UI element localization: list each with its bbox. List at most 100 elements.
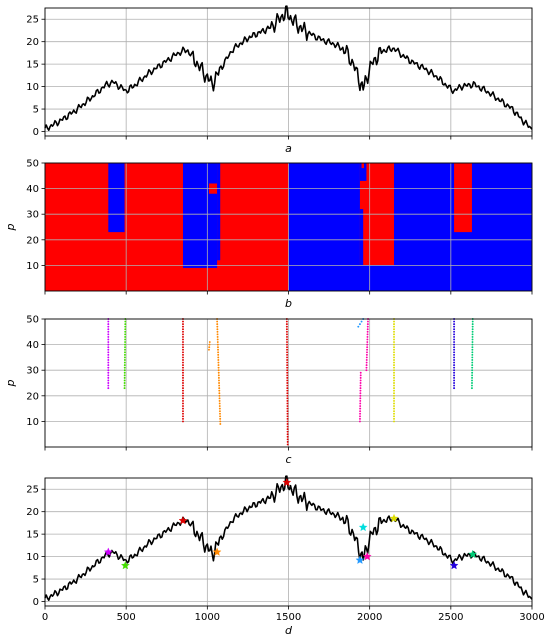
scatter-point bbox=[453, 387, 456, 390]
scatter-point bbox=[218, 402, 221, 405]
scatter-point bbox=[286, 366, 289, 369]
scatter-point bbox=[393, 356, 395, 359]
y-tick-label: 25 bbox=[26, 15, 39, 26]
scatter-point bbox=[286, 382, 289, 384]
scatter-point bbox=[453, 366, 456, 369]
scatter-point bbox=[286, 407, 289, 410]
scatter-point bbox=[124, 348, 126, 351]
scatter-point bbox=[471, 374, 474, 377]
scatter-point bbox=[359, 382, 362, 384]
scatter-point bbox=[219, 423, 222, 425]
scatter-point bbox=[182, 382, 184, 384]
heatmap-region bbox=[220, 163, 289, 291]
scatter-point bbox=[182, 330, 184, 333]
scatter-point bbox=[366, 330, 369, 333]
scatter-point bbox=[286, 371, 289, 374]
scatter-point bbox=[218, 394, 221, 397]
y-tick-label: 10 bbox=[26, 82, 39, 93]
scatter-point bbox=[107, 361, 110, 364]
scatter-point bbox=[285, 323, 288, 326]
scatter-point bbox=[216, 341, 219, 343]
y-tick-label: 20 bbox=[26, 37, 39, 48]
y-tick-label: 10 bbox=[26, 552, 39, 563]
scatter-point bbox=[216, 325, 219, 328]
panel-a: 0 5 10 15 20 25 a bbox=[26, 5, 533, 155]
scatter-point bbox=[393, 405, 395, 407]
scatter-point bbox=[393, 346, 395, 349]
scatter-series bbox=[453, 318, 456, 390]
star-marker bbox=[120, 560, 130, 570]
y-tick-label: 10 bbox=[26, 417, 39, 428]
scatter-point bbox=[393, 366, 395, 369]
scatter-point bbox=[217, 371, 220, 374]
scatter-point bbox=[359, 417, 361, 420]
scatter-point bbox=[365, 366, 368, 369]
heatmap-region bbox=[359, 163, 367, 181]
scatter-point bbox=[216, 346, 219, 349]
scatter-point bbox=[453, 369, 456, 372]
y-tick-label: 10 bbox=[26, 261, 39, 272]
scatter-point bbox=[286, 351, 289, 354]
x-axis-label: d bbox=[285, 624, 293, 637]
scatter-series bbox=[107, 318, 110, 390]
scatter-point bbox=[359, 389, 362, 392]
y-axis-label: p bbox=[4, 379, 17, 387]
scatter-point bbox=[286, 356, 289, 359]
scatter-point bbox=[123, 366, 126, 369]
heatmap-region bbox=[108, 163, 125, 233]
scatter-point bbox=[182, 407, 184, 410]
heatmap-layer bbox=[45, 163, 532, 291]
scatter-point bbox=[286, 376, 289, 379]
star-marker bbox=[362, 552, 372, 561]
scatter-point bbox=[107, 376, 110, 379]
scatter-point bbox=[393, 402, 395, 405]
scatter-point bbox=[359, 410, 362, 413]
scatter-point bbox=[182, 410, 184, 413]
panel-b: 10 20 30 40 50 b p bbox=[4, 159, 533, 310]
scatter-point bbox=[366, 335, 369, 338]
scatter-series bbox=[182, 318, 184, 423]
scatter-point bbox=[182, 325, 184, 328]
scatter-point bbox=[123, 384, 126, 387]
scatter-series bbox=[285, 318, 289, 446]
scatter-point bbox=[217, 359, 220, 361]
scatter-point bbox=[107, 346, 110, 349]
scatter-point bbox=[107, 384, 110, 387]
scatter-point bbox=[218, 389, 221, 392]
scatter-point bbox=[453, 379, 456, 382]
scatter-point bbox=[217, 351, 220, 354]
star-marker bbox=[358, 522, 368, 532]
scatter-point bbox=[218, 379, 220, 382]
scatter-point bbox=[453, 343, 456, 346]
star-marker bbox=[103, 547, 113, 556]
scatter-series bbox=[208, 341, 211, 351]
scatter-point bbox=[107, 343, 110, 346]
scatter-point bbox=[218, 382, 221, 384]
panel-d: 0 500 1000 1500 2000 2500 3000 0 5 10 15 20 25 d bbox=[26, 475, 545, 637]
x-tick-label: 0 bbox=[42, 612, 48, 623]
scatter-point bbox=[285, 320, 288, 323]
heatmap-region bbox=[288, 163, 532, 291]
scatter-point bbox=[453, 328, 456, 331]
scatter-point bbox=[366, 343, 369, 346]
scatter-point bbox=[182, 369, 184, 372]
scatter-point bbox=[208, 346, 211, 349]
scatter-point bbox=[107, 335, 110, 338]
y-tick-label: 0 bbox=[33, 597, 39, 608]
scatter-point bbox=[216, 330, 219, 333]
scatter-point bbox=[359, 402, 362, 405]
scatter-point bbox=[218, 410, 221, 413]
scatter-point bbox=[286, 438, 289, 441]
scatter-point bbox=[107, 359, 110, 361]
scatter-point bbox=[453, 364, 456, 367]
scatter-point bbox=[471, 338, 474, 341]
scatter-point bbox=[285, 328, 288, 331]
series-line bbox=[44, 475, 533, 602]
scatter-point bbox=[124, 323, 127, 326]
scatter-point bbox=[217, 369, 220, 372]
scatter-point bbox=[453, 376, 456, 379]
scatter-point bbox=[359, 415, 361, 418]
scatter-point bbox=[471, 323, 474, 326]
scatter-point bbox=[393, 382, 395, 384]
y-tick-label: 40 bbox=[26, 340, 39, 351]
